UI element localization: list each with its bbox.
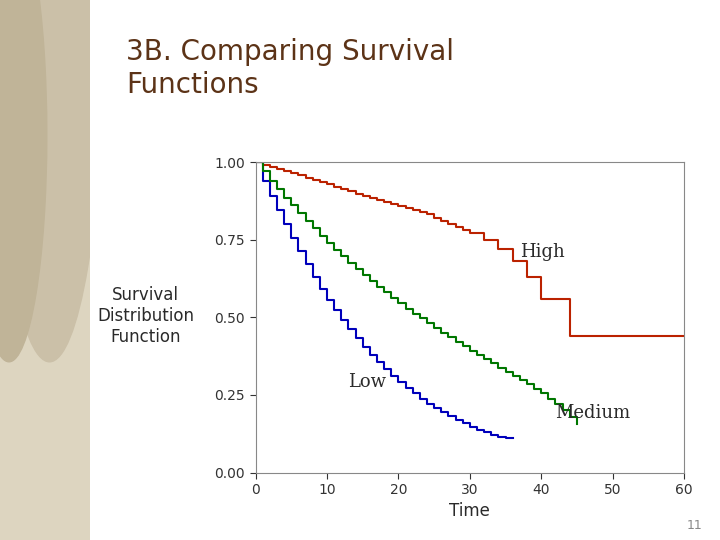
- Circle shape: [0, 0, 104, 362]
- Text: 3B. Comparing Survival
Functions: 3B. Comparing Survival Functions: [126, 38, 454, 99]
- Text: Survival
Distribution
Function: Survival Distribution Function: [97, 286, 194, 346]
- Circle shape: [0, 0, 47, 362]
- Text: 11: 11: [686, 519, 702, 532]
- Text: Medium: Medium: [556, 404, 631, 422]
- X-axis label: Time: Time: [449, 503, 490, 521]
- Text: High: High: [520, 242, 564, 261]
- Text: Low: Low: [348, 373, 387, 391]
